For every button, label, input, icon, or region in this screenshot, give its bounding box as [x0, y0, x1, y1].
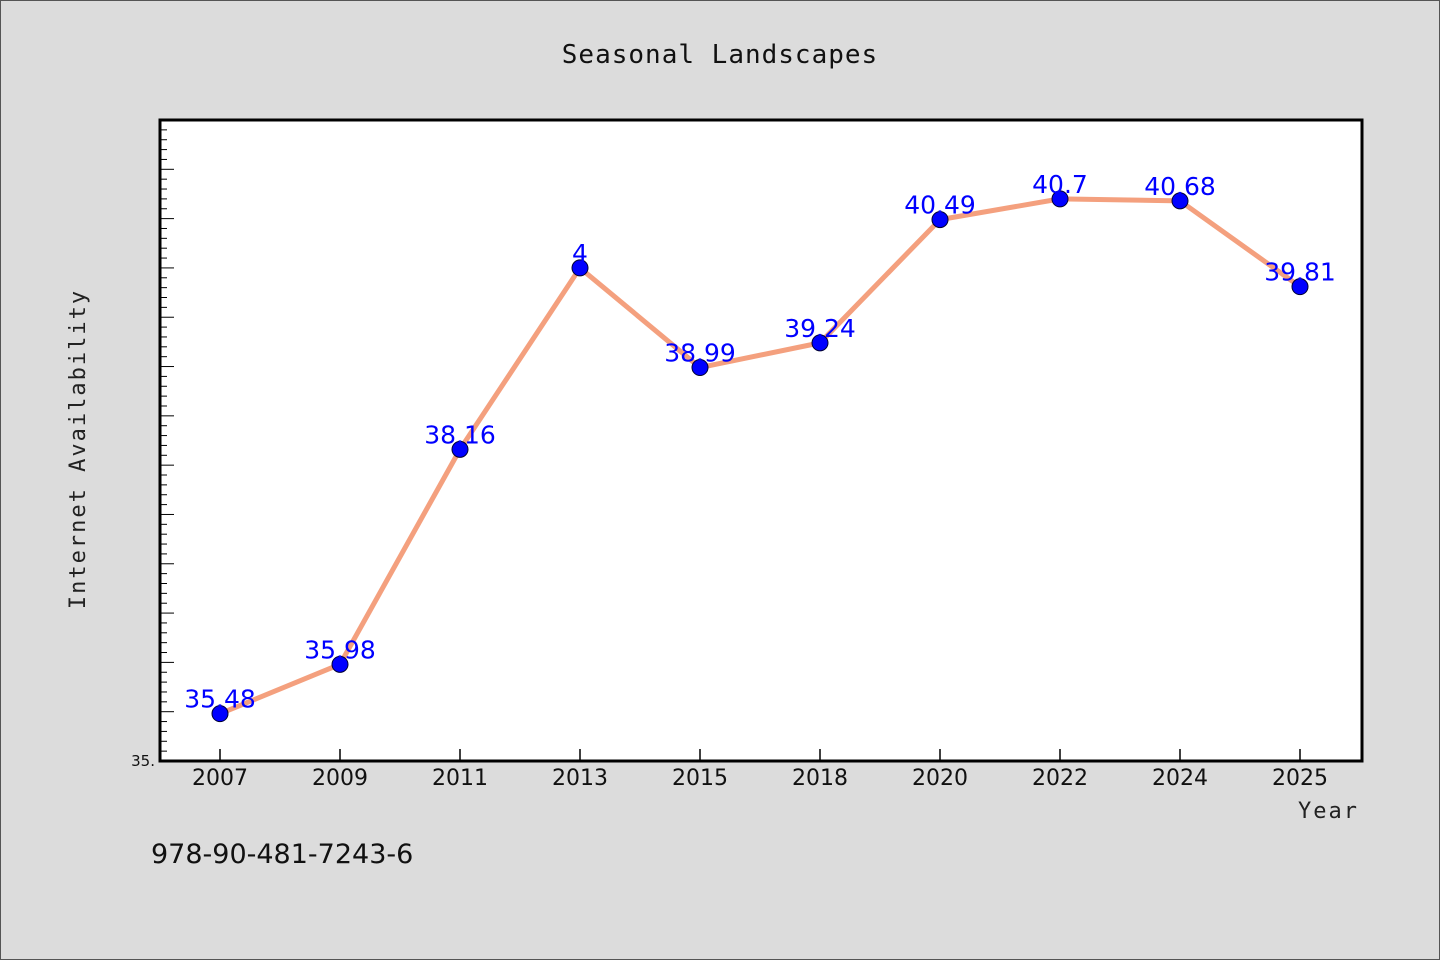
x-tick-label: 2022	[1032, 766, 1088, 791]
x-tick-label: 2018	[792, 766, 848, 791]
data-point	[931, 211, 949, 229]
data-label: 35.48	[184, 685, 256, 714]
series-line	[219, 196, 1302, 716]
data-point	[1051, 190, 1069, 208]
x-axis-label: Year	[1298, 799, 1359, 824]
data-point	[811, 334, 829, 352]
x-tick-label: 2025	[1272, 766, 1328, 791]
x-tick-label: 2009	[312, 766, 368, 791]
chart-title: Seasonal Landscapes	[562, 40, 878, 70]
x-tick-label: 2020	[912, 766, 968, 791]
y-axis-tick-labels: 35.	[131, 752, 155, 770]
y-tick-label: 35.	[131, 752, 155, 770]
data-point	[331, 655, 349, 673]
data-markers	[211, 190, 1309, 723]
data-point	[451, 440, 469, 458]
plot-area	[158, 118, 1364, 763]
x-tick-label: 2011	[432, 766, 488, 791]
data-label: 40.7	[1032, 170, 1088, 199]
data-point	[1171, 192, 1189, 210]
data-label: 38.16	[424, 420, 496, 449]
isbn-footer: 978-90-481-7243-6	[151, 839, 413, 870]
y-axis-label: Internet Availability	[66, 289, 91, 609]
data-label: 40.68	[1144, 172, 1216, 201]
x-axis-ticks	[219, 749, 1301, 761]
x-tick-label: 2024	[1152, 766, 1208, 791]
data-label: 39.24	[784, 314, 856, 343]
data-label: 40.49	[904, 191, 976, 220]
x-axis-tick-labels: 2007 2009 2011 2013 2015 2018 2020 2022 2024 2025	[192, 766, 1328, 791]
x-tick-label: 2015	[672, 766, 728, 791]
y-axis-ticks	[160, 129, 174, 762]
data-label: 4	[572, 239, 588, 268]
data-label: 35.98	[304, 635, 376, 664]
data-point	[1291, 278, 1309, 296]
data-point	[571, 259, 589, 277]
data-label: 38.99	[664, 339, 736, 368]
data-label: 39.81	[1264, 258, 1336, 287]
data-point	[211, 705, 229, 723]
x-tick-label: 2007	[192, 766, 248, 791]
data-labels: 35.48 35.98 38.16 4 38.99 39.24 40.49 40.7 40.68…	[184, 170, 1336, 714]
x-tick-label: 2013	[552, 766, 608, 791]
data-point	[691, 359, 709, 377]
